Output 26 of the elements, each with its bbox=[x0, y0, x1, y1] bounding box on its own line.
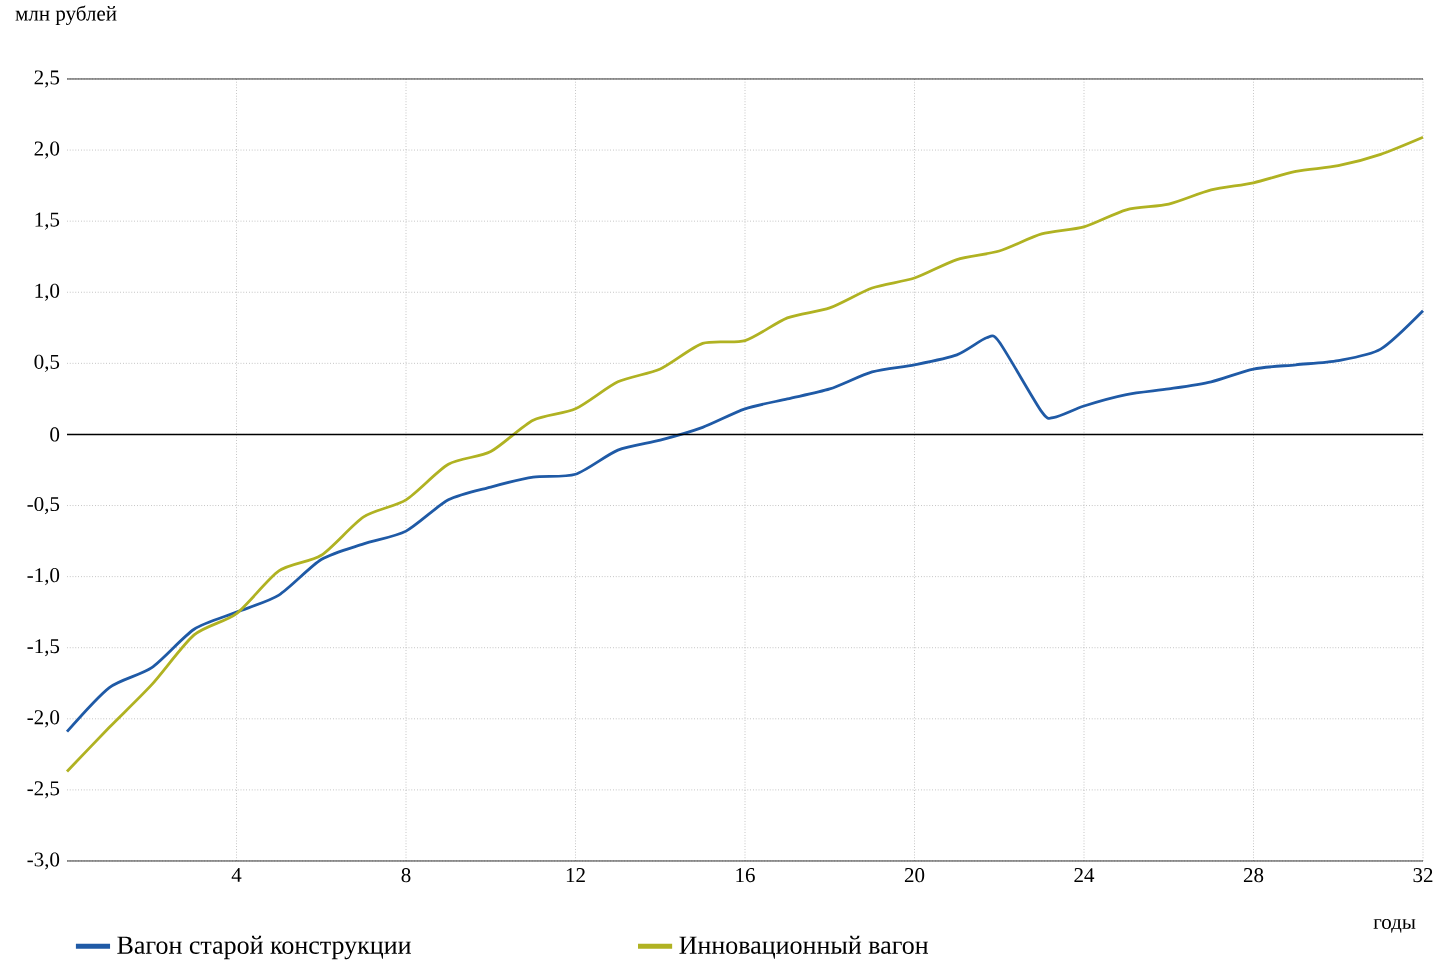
legend-label: Вагон старой конструкции bbox=[117, 935, 411, 960]
y-tick-label: 2,0 bbox=[34, 141, 60, 159]
x-tick-label: 32 bbox=[1413, 868, 1433, 883]
x-tick-label: 16 bbox=[736, 868, 755, 883]
line-series bbox=[65, 135, 1425, 773]
y-tick-label: 2,5 bbox=[34, 70, 60, 88]
y-tick-label: -3,0 bbox=[27, 852, 60, 870]
x-axis-title: годы bbox=[1373, 918, 1416, 933]
y-tick-label: -0,5 bbox=[27, 496, 60, 515]
y-tick-label: -2,5 bbox=[27, 781, 60, 799]
y-tick-label: 0,5 bbox=[34, 354, 60, 372]
x-tick-label: 28 bbox=[1243, 868, 1264, 883]
x-tick-label: 8 bbox=[401, 868, 411, 883]
x-tick-label: 12 bbox=[566, 868, 585, 882]
y-tick-label: -2,0 bbox=[27, 710, 60, 728]
y-tick-label: -1,5 bbox=[27, 639, 60, 657]
y-tick-label: 1,5 bbox=[35, 212, 60, 230]
y-tick-label: -1,0 bbox=[27, 568, 60, 586]
y-axis-title: млн рублей bbox=[15, 5, 117, 25]
y-tick-label: 0 bbox=[50, 427, 60, 442]
x-tick-label: 4 bbox=[231, 868, 242, 882]
legend-label: Инновационный вагон bbox=[679, 935, 929, 959]
line-series bbox=[65, 309, 1425, 733]
y-tick-label: 1,0 bbox=[35, 283, 60, 301]
x-tick-label: 20 bbox=[904, 868, 925, 883]
x-tick-label: 24 bbox=[1074, 868, 1095, 882]
